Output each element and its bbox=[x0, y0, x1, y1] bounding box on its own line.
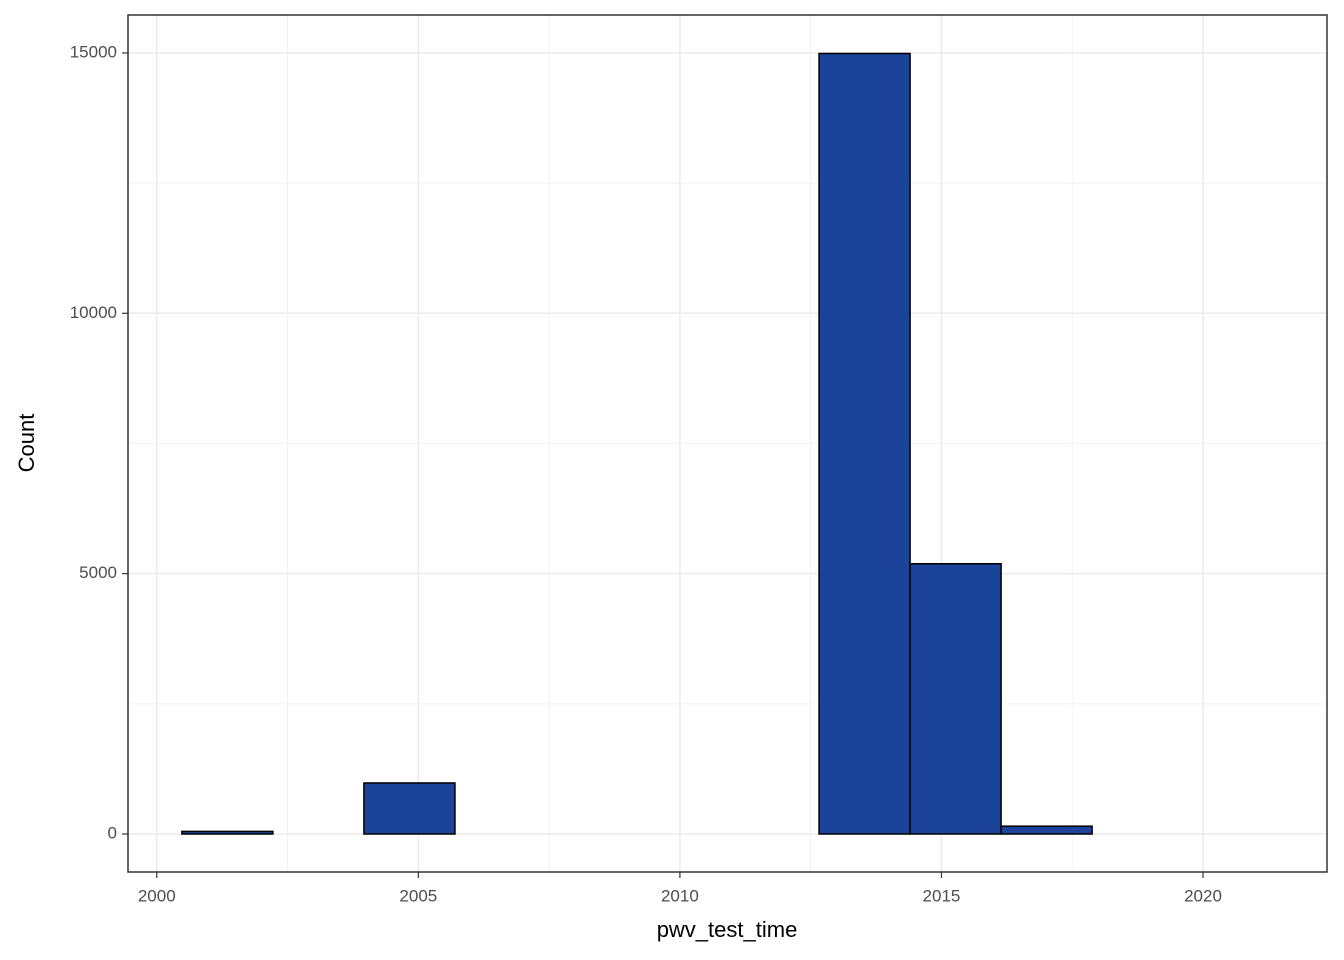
y-tick-label: 0 bbox=[108, 823, 117, 842]
bar bbox=[181, 830, 274, 835]
x-tick-label: 2015 bbox=[923, 886, 961, 905]
bar bbox=[818, 52, 911, 835]
x-axis-title: pwv_test_time bbox=[657, 917, 798, 942]
x-tick-label: 2005 bbox=[399, 886, 437, 905]
y-axis-title: Count bbox=[14, 414, 39, 473]
bar bbox=[909, 563, 1002, 835]
x-tick-label: 2020 bbox=[1184, 886, 1222, 905]
x-tick-label: 2010 bbox=[661, 886, 699, 905]
x-tick-label: 2000 bbox=[138, 886, 176, 905]
plot-border bbox=[127, 14, 1328, 873]
bar bbox=[1000, 825, 1093, 835]
y-tick-label: 5000 bbox=[79, 563, 117, 582]
bar bbox=[363, 782, 456, 835]
y-tick-label: 15000 bbox=[70, 42, 117, 61]
y-tick-label: 10000 bbox=[70, 303, 117, 322]
